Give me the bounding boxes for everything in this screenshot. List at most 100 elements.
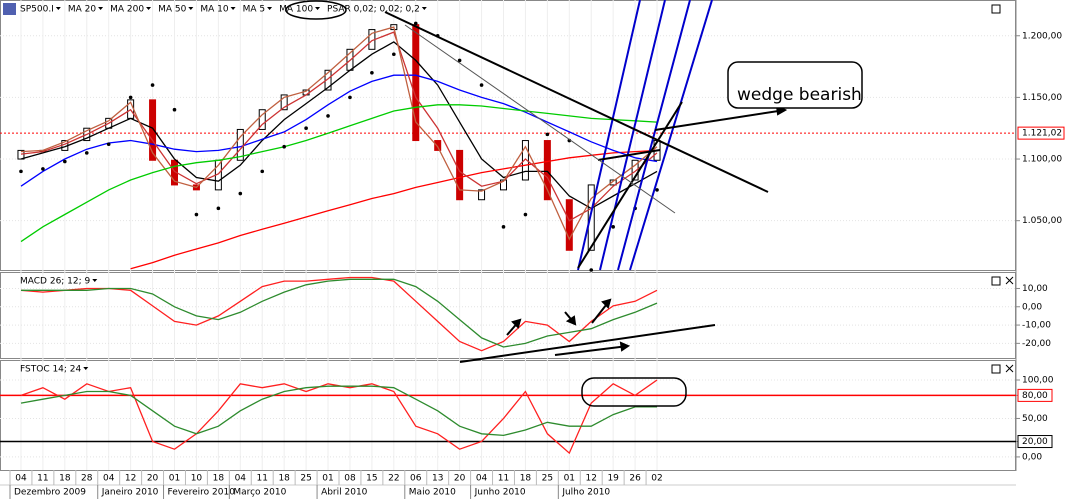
candle xyxy=(543,140,551,201)
y-tick-label: 20,00 xyxy=(1022,437,1048,447)
legend-dropdown xyxy=(230,7,236,10)
y-tick-label: 0,00 xyxy=(1022,452,1042,462)
psar-dot xyxy=(501,225,506,229)
psar-dot xyxy=(41,167,45,171)
series-line xyxy=(20,31,658,222)
candle xyxy=(17,149,25,160)
legend-dropdown xyxy=(421,7,427,10)
candle xyxy=(609,179,617,186)
legend-item[interactable]: MA 200 xyxy=(110,5,144,15)
legend-item[interactable]: MA 20 xyxy=(68,5,97,15)
psar-dot xyxy=(545,132,550,137)
y-tick-label: 50,00 xyxy=(1022,414,1048,424)
x-tick-label: 04 xyxy=(476,474,488,484)
legend-item[interactable]: FSTOC 14; 24 xyxy=(20,365,82,375)
x-tick-label: 18 xyxy=(213,474,225,484)
last-value-label: 1.121,02 xyxy=(1022,129,1062,139)
maximize-button[interactable] xyxy=(991,276,1001,286)
maximize-button[interactable] xyxy=(991,4,1001,14)
psar-dot xyxy=(19,169,23,174)
x-tick-label: 06 xyxy=(410,474,422,484)
psar-dot xyxy=(150,83,155,87)
maximize-button[interactable] xyxy=(991,364,1001,374)
annotation: wedge bearish xyxy=(737,85,862,105)
x-tick-label: 22 xyxy=(388,474,399,484)
series-line xyxy=(20,276,658,352)
psar-dot xyxy=(479,83,484,87)
legend-item[interactable]: SP500.I xyxy=(20,5,54,15)
trend-line xyxy=(404,24,676,214)
legend-item[interactable]: PSAR 0,02; 0,02; 0,2 xyxy=(327,5,420,15)
psar-dot xyxy=(611,225,615,229)
close-button[interactable] xyxy=(1005,276,1014,285)
series-line xyxy=(130,149,658,270)
legend-item[interactable]: MA 5 xyxy=(243,5,266,15)
psar-dot xyxy=(216,206,221,211)
month-label: Fevereiro 2010 xyxy=(168,488,236,498)
legend-item[interactable]: MA 50 xyxy=(158,5,187,15)
x-tick-label: 28 xyxy=(81,474,93,484)
month-label: Abril 2010 xyxy=(321,488,368,498)
legend-dropdown xyxy=(55,7,61,10)
instrument-icon[interactable] xyxy=(3,3,16,15)
psar-dot xyxy=(63,159,67,164)
x-tick-label: 12 xyxy=(586,474,597,484)
channel-lines xyxy=(577,0,713,271)
psar-dot xyxy=(370,70,374,75)
x-tick-label: 04 xyxy=(15,474,27,484)
y-tick-label: 1.150,00 xyxy=(1022,93,1062,103)
x-tick-label: 26 xyxy=(629,474,641,484)
legend-item[interactable]: MACD 26; 12; 9 xyxy=(20,277,91,287)
y-tick-label: -20,00 xyxy=(1022,339,1051,349)
psar-dot xyxy=(655,188,659,192)
y-tick-label: 100,00 xyxy=(1022,376,1054,386)
psar-dot xyxy=(194,212,199,217)
psar-dot xyxy=(106,142,111,147)
psar-dot xyxy=(348,95,352,100)
psar-dot xyxy=(589,268,594,272)
legend-dropdown xyxy=(83,367,89,370)
psar-dot xyxy=(326,114,330,118)
psar-dot xyxy=(392,52,396,57)
candle xyxy=(258,109,266,130)
x-tick-label: 15 xyxy=(366,474,377,484)
candle xyxy=(565,199,573,251)
candle xyxy=(149,99,157,161)
close-button[interactable] xyxy=(1005,364,1014,373)
candle xyxy=(478,189,486,201)
last-value-box xyxy=(1017,126,1065,140)
x-tick-label: 20 xyxy=(454,474,466,484)
series-line xyxy=(20,41,658,210)
x-tick-label: 02 xyxy=(651,474,662,484)
tick-label-box xyxy=(1017,435,1053,449)
series-line xyxy=(20,385,657,437)
x-tick-label: 08 xyxy=(344,474,356,484)
legend-dropdown xyxy=(315,7,321,10)
month-label: Janeiro 2010 xyxy=(101,488,159,498)
legend-item[interactable]: MA 10 xyxy=(200,5,229,15)
legend-item[interactable]: MA 100 xyxy=(279,5,313,15)
x-tick-label: 01 xyxy=(564,474,575,484)
candle xyxy=(587,184,595,251)
series-line xyxy=(20,104,658,243)
y-tick-label: 80,00 xyxy=(1022,391,1048,401)
legend-dropdown xyxy=(98,7,104,10)
x-tick-label: 01 xyxy=(169,474,180,484)
psar-dot xyxy=(84,151,89,155)
x-tick-label: 18 xyxy=(278,474,290,484)
legend-dropdown xyxy=(188,7,194,10)
psar-dot xyxy=(238,191,243,196)
candle xyxy=(412,24,420,142)
y-tick-label: 1.200,00 xyxy=(1022,31,1062,41)
x-tick-label: 11 xyxy=(257,474,268,484)
month-label: Dezembro 2009 xyxy=(14,488,86,498)
candle xyxy=(434,140,442,151)
x-tick-label: 19 xyxy=(607,474,619,484)
x-tick-label: 25 xyxy=(542,474,553,484)
psar-dot xyxy=(128,95,133,100)
y-tick-label: -10,00 xyxy=(1022,321,1051,331)
psar-dot xyxy=(172,107,177,112)
candle xyxy=(521,140,529,181)
